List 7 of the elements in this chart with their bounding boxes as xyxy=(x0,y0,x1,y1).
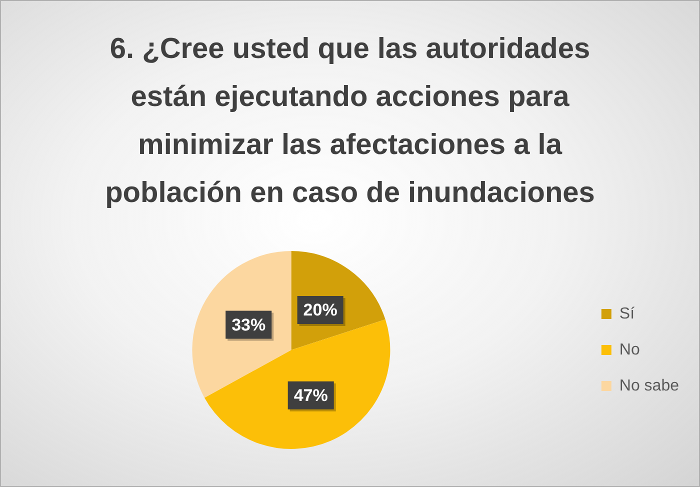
legend-label: No sabe xyxy=(619,377,680,394)
data-label: 47% xyxy=(294,386,328,406)
data-label: 20% xyxy=(303,300,338,320)
chart-title: 6. ¿Cree usted que las autoridades están ejecutando acciones para minimizar las afectaciones a la población en caso de inundaciones xyxy=(104,32,596,211)
legend-label: No xyxy=(619,341,640,358)
legend-label: Sí xyxy=(619,305,636,322)
data-label: 33% xyxy=(232,315,266,334)
